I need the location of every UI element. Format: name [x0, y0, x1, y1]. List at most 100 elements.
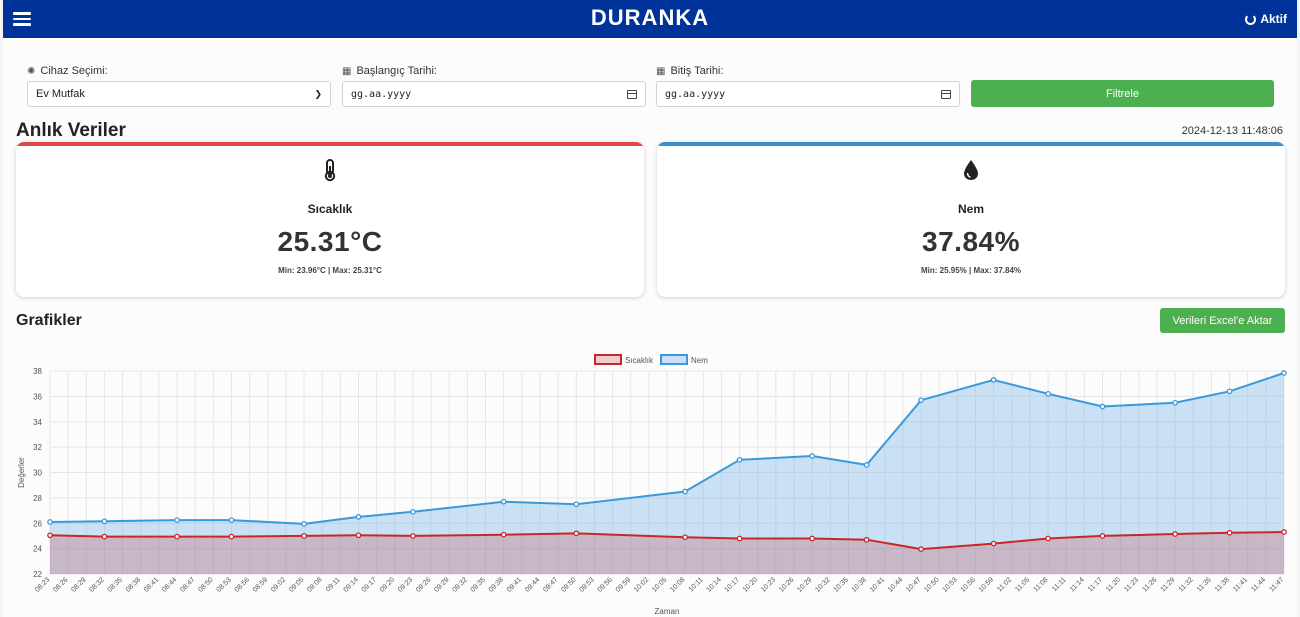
x-tick-label: 08:41	[143, 576, 160, 593]
y-tick-label: 26	[33, 519, 42, 528]
x-tick-label: 10:20	[742, 576, 759, 593]
data-point-nem	[736, 456, 743, 463]
data-point-nem	[863, 462, 870, 468]
data-point-sicaklik	[47, 532, 53, 539]
water-drop-icon	[657, 158, 1285, 182]
x-tick-label: 08:35	[107, 576, 124, 593]
data-point-sicaklik	[1226, 529, 1233, 536]
start-date-input[interactable]: gg.aa.yyyy	[342, 81, 646, 107]
temperature-card-band	[16, 142, 644, 146]
end-date-input[interactable]: gg.aa.yyyy	[656, 81, 960, 107]
humidity-card: Nem 37.84% Min: 25.95% | Max: 37.84%	[657, 142, 1285, 297]
data-point-sicaklik	[355, 532, 362, 539]
x-tick-label: 11:44	[1250, 576, 1267, 593]
x-tick-label: 10:44	[887, 576, 904, 593]
x-tick-label: 10:02	[633, 576, 650, 593]
y-tick-label: 36	[33, 392, 42, 401]
humidity-card-band	[657, 142, 1285, 146]
x-tick-label: 10:56	[960, 576, 977, 593]
x-tick-label: 11:11	[1051, 576, 1068, 593]
x-tick-label: 11:14	[1069, 576, 1086, 593]
x-tick-label: 09:14	[343, 576, 360, 593]
x-tick-label: 11:29	[1160, 576, 1177, 593]
data-point-sicaklik	[101, 533, 108, 540]
device-select[interactable]: Ev Mutfak ❯	[27, 81, 331, 107]
data-point-sicaklik	[573, 530, 580, 537]
data-point-sicaklik	[990, 540, 997, 547]
data-point-nem	[500, 498, 507, 505]
status-indicator: Aktif	[1245, 12, 1287, 26]
x-tick-label: 09:20	[379, 576, 396, 593]
x-tick-label: 08:32	[89, 576, 106, 593]
x-tick-label: 09:56	[597, 576, 614, 593]
data-point-sicaklik	[809, 535, 816, 542]
temperature-title: Sıcaklık	[307, 202, 353, 216]
series-area-nem	[50, 373, 1284, 574]
brand-logo[interactable]: DURANKA	[590, 5, 710, 30]
main-panel: ✺ Cihaz Seçimi: Ev Mutfak ❯ ▦ Başlangıç …	[3, 38, 1297, 617]
hamburger-icon[interactable]	[13, 9, 31, 27]
data-point-nem	[101, 518, 108, 525]
humidity-value: 37.84%	[922, 226, 1020, 257]
x-tick-label: 09:26	[415, 576, 432, 593]
data-point-sicaklik	[500, 531, 507, 538]
data-point-nem	[174, 517, 180, 523]
data-point-sicaklik	[1099, 533, 1106, 539]
x-tick-label: 09:02	[270, 576, 287, 593]
calendar-picker-icon[interactable]	[941, 89, 951, 99]
x-tick-label: 09:11	[325, 576, 342, 593]
x-tick-label: 10:08	[669, 576, 686, 593]
data-point-sicaklik	[1281, 529, 1287, 535]
x-tick-label: 09:47	[542, 576, 559, 593]
legend-swatch-nem	[660, 354, 688, 365]
x-tick-label: 11:20	[1105, 576, 1122, 593]
calendar-picker-icon[interactable]	[627, 89, 637, 99]
x-tick-label: 11:23	[1123, 576, 1140, 593]
filter-button[interactable]: Filtrele	[971, 80, 1274, 107]
humidity-minmax: Min: 25.95% | Max: 37.84%	[920, 266, 1022, 275]
x-tick-label: 10:53	[941, 576, 958, 593]
data-point-sicaklik	[410, 533, 416, 539]
x-tick-label: 11:47	[1268, 576, 1285, 593]
y-tick-label: 30	[33, 469, 42, 478]
x-tick-label: 09:44	[524, 576, 541, 593]
data-point-nem	[573, 501, 580, 508]
data-point-nem	[1172, 399, 1178, 406]
export-excel-button[interactable]: Verileri Excel'e Aktar	[1160, 308, 1285, 333]
x-tick-label: 10:23	[760, 576, 777, 593]
live-data-title: Anlık Veriler	[16, 120, 126, 141]
y-tick-label: 32	[33, 443, 42, 452]
x-tick-label: 08:50	[197, 576, 214, 593]
data-point-sicaklik	[228, 533, 235, 540]
x-tick-label: 08:59	[252, 576, 269, 593]
data-point-nem	[1045, 390, 1051, 397]
x-tick-label: 09:53	[578, 576, 595, 593]
data-point-nem	[990, 377, 997, 383]
data-point-sicaklik	[682, 534, 688, 541]
top-navbar: DURANKA Aktif	[3, 0, 1297, 38]
x-tick-label: 08:38	[125, 576, 142, 593]
data-point-sicaklik	[1172, 531, 1178, 537]
x-tick-label: 09:50	[560, 576, 577, 593]
x-tick-label: 09:23	[397, 576, 414, 593]
calendar-icon: ▦	[342, 65, 352, 77]
device-label: ✺ Cihaz Seçimi:	[27, 65, 108, 77]
x-axis-title: Zaman	[655, 607, 680, 616]
temperature-minmax: Min: 23.96°C | Max: 25.31°C	[278, 266, 382, 275]
x-tick-label: 11:08	[1033, 576, 1050, 593]
x-tick-label: 09:38	[488, 576, 505, 593]
x-tick-label: 08:53	[216, 576, 233, 593]
y-axis-title: Değerler	[17, 457, 26, 488]
x-tick-label: 10:47	[905, 576, 922, 593]
x-tick-label: 11:32	[1178, 576, 1195, 593]
series-line-nem	[49, 372, 1285, 525]
x-tick-label: 08:23	[34, 576, 51, 593]
live-timestamp: 2024-12-13 11:48:06	[1181, 125, 1283, 137]
y-tick-label: 34	[33, 418, 42, 427]
chip-icon: ✺	[27, 65, 36, 77]
x-tick-label: 11:41	[1232, 576, 1249, 593]
x-tick-label: 10:29	[796, 576, 813, 593]
data-point-sicaklik	[918, 546, 924, 552]
x-tick-label: 09:41	[506, 576, 523, 593]
